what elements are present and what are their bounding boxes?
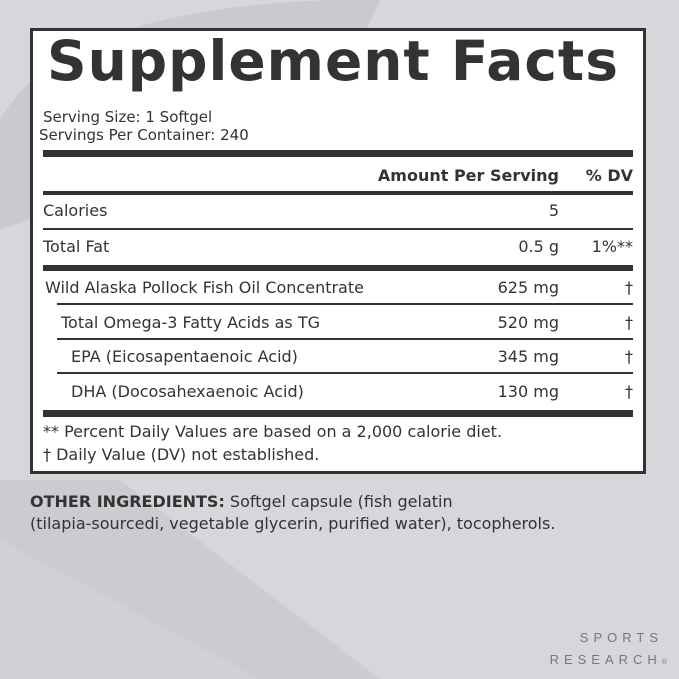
divider [43,228,633,230]
registered-mark: ® [661,659,667,666]
other-ingredients-label: OTHER INGREDIENTS: [30,492,225,511]
other-ingredients: OTHER INGREDIENTS: Softgel capsule (fish… [30,491,555,535]
footnote-not-established: † Daily Value (DV) not established. [43,445,320,464]
row-name: EPA (Eicosapentaenoic Acid) [71,347,298,366]
row-dv: † [625,278,633,297]
row-amount: 130 mg [497,382,559,401]
header-amount: Amount Per Serving [377,166,559,185]
row-amount: 5 [548,201,559,220]
supplement-facts-panel: Supplement Facts Serving Size: 1 Softgel… [30,28,646,474]
row-amount: 520 mg [497,313,559,332]
panel-title: Supplement Facts [47,29,619,93]
row-dv: † [625,313,633,332]
row-name: DHA (Docosahexaenoic Acid) [71,382,304,401]
row-fish-oil: Wild Alaska Pollock Fish Oil Concentrate… [43,278,633,304]
other-ingredients-text-2: (tilapia-sourcedi, vegetable glycerin, p… [30,514,556,533]
divider [57,338,633,340]
row-dv: † [625,382,633,401]
serving-size: Serving Size: 1 Softgel [43,108,213,126]
divider-medium [43,191,633,195]
row-name: Total Omega-3 Fatty Acids as TG [61,313,320,332]
row-total-fat: Total Fat 0.5 g 1%** [43,237,633,263]
row-amount: 625 mg [497,278,559,297]
divider [57,372,633,374]
other-ingredients-text-1: Softgel capsule (fish gelatin [224,492,453,511]
divider-thick [43,265,633,271]
brand-logo-line2: RESEARCH® [550,652,667,667]
brand-name: RESEARCH [549,652,662,667]
row-amount: 0.5 g [518,237,559,256]
servings-per-container: Servings Per Container: 240 [39,126,249,144]
header-dv: % DV [585,166,633,185]
row-name: Calories [43,201,108,220]
row-name: Wild Alaska Pollock Fish Oil Concentrate [45,278,364,297]
row-amount: 345 mg [497,347,559,366]
row-omega-3: Total Omega-3 Fatty Acids as TG 520 mg † [43,313,633,339]
row-calories: Calories 5 [43,201,633,227]
row-dha: DHA (Docosahexaenoic Acid) 130 mg † [43,382,633,408]
divider-thick [43,410,633,417]
row-epa: EPA (Eicosapentaenoic Acid) 345 mg † [43,347,633,373]
divider [57,303,633,305]
row-name: Total Fat [43,237,110,256]
row-dv: 1%** [591,237,633,256]
row-dv: † [625,347,633,366]
divider-thick [43,150,633,157]
footnote-dv: ** Percent Daily Values are based on a 2… [43,422,503,441]
header-row: Amount Per Serving % DV [43,166,633,192]
brand-logo-line1: SPORTS [579,630,663,645]
